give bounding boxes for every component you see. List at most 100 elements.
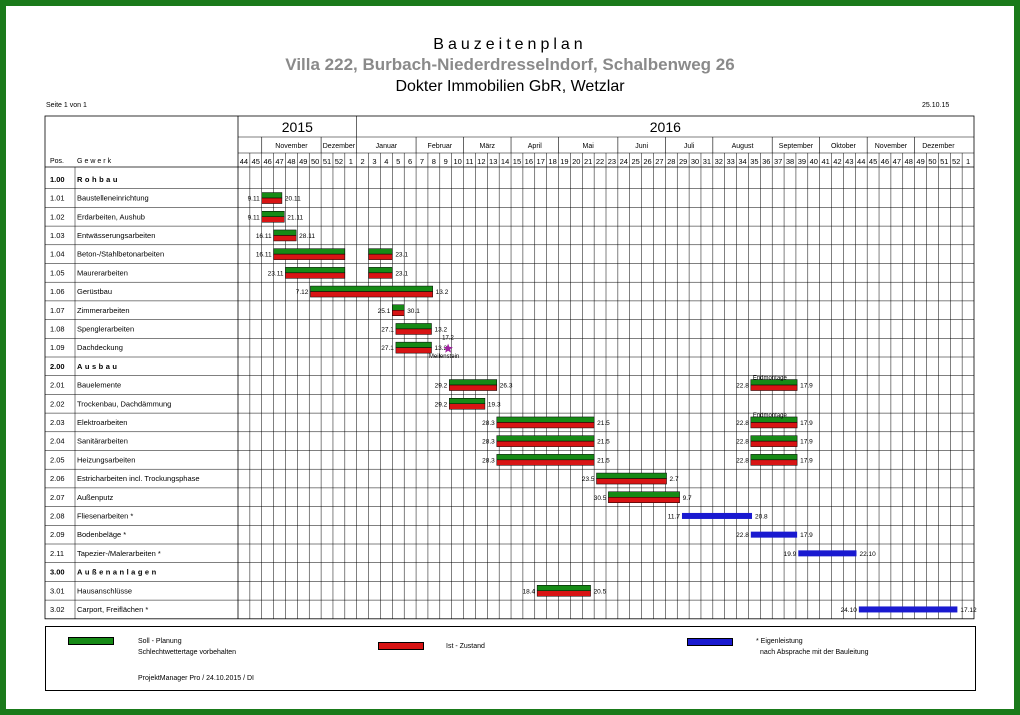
row-pos: 2.08 bbox=[50, 511, 65, 520]
month-label: Mai bbox=[583, 143, 595, 150]
row-pos: 1.02 bbox=[50, 212, 65, 221]
plan-bar bbox=[496, 416, 595, 423]
plan-bar bbox=[496, 435, 595, 442]
start-date-label: 9.11 bbox=[248, 214, 261, 221]
end-date-label: 26.3 bbox=[500, 383, 513, 390]
start-date-label: 22.8 bbox=[736, 439, 749, 446]
row-pos: 3.02 bbox=[50, 605, 65, 614]
end-date-label: 17.12 bbox=[960, 607, 977, 614]
actual-bar bbox=[273, 235, 297, 242]
plan-bar bbox=[496, 454, 595, 461]
actual-bar bbox=[261, 197, 283, 204]
week-label: 30 bbox=[691, 157, 699, 166]
start-date-label: 22.8 bbox=[736, 383, 749, 390]
task-name: Tapezier-/Malerarbeiten * bbox=[77, 549, 161, 558]
row-pos: 2.07 bbox=[50, 493, 65, 502]
week-label: 47 bbox=[275, 157, 283, 166]
week-label: 1 bbox=[349, 157, 353, 166]
month-label: Dezember bbox=[922, 143, 955, 150]
start-date-label: 24.10 bbox=[841, 607, 858, 614]
actual-bar bbox=[449, 403, 486, 410]
start-date-label: 28.3 bbox=[482, 439, 495, 446]
row-pos: 1.04 bbox=[50, 250, 65, 259]
year-label: 2015 bbox=[282, 119, 313, 135]
end-date-label: 23.1 bbox=[395, 252, 408, 259]
plan-bar bbox=[310, 285, 433, 292]
legend-actual-swatch bbox=[378, 642, 424, 650]
month-label: August bbox=[732, 143, 754, 150]
plan-bar bbox=[449, 379, 498, 386]
task-name: Bodenbeläge * bbox=[77, 530, 126, 539]
legend-plan-label: Soll - Planung bbox=[138, 638, 182, 645]
week-label: 42 bbox=[833, 157, 841, 166]
row-pos: 1.03 bbox=[50, 231, 65, 240]
sheet bbox=[6, 6, 1014, 709]
month-label: Februar bbox=[428, 143, 453, 150]
week-label: 27 bbox=[655, 157, 663, 166]
end-date-label: 22.10 bbox=[859, 551, 876, 558]
actual-bar bbox=[750, 384, 798, 391]
plan-bar bbox=[368, 267, 393, 274]
col-header-pos: Pos. bbox=[50, 158, 64, 165]
row-pos: 2.00 bbox=[50, 362, 65, 371]
end-date-label: 21.11 bbox=[287, 214, 303, 221]
month-label: Dezember bbox=[323, 143, 356, 150]
note-label: Endmontage bbox=[753, 413, 788, 419]
own-bar bbox=[681, 512, 753, 519]
row-pos: 1.06 bbox=[50, 287, 65, 296]
row-pos: 2.11 bbox=[50, 549, 64, 558]
legend-footer: ProjektManager Pro / 24.10.2015 / DI bbox=[138, 675, 254, 682]
end-date-label: 17.9 bbox=[800, 383, 813, 390]
task-name: Beton-/Stahlbetonarbeiten bbox=[77, 250, 164, 259]
row-pos: 1.07 bbox=[50, 306, 65, 315]
week-label: 15 bbox=[513, 157, 521, 166]
plan-bar bbox=[261, 211, 285, 217]
note-label: Endmontage bbox=[753, 376, 788, 382]
end-date-label: 21.5 bbox=[597, 439, 610, 446]
week-label: 6 bbox=[408, 157, 412, 166]
legend-own-label: * Eigenleistung bbox=[756, 638, 803, 645]
row-pos: 2.03 bbox=[50, 418, 65, 427]
week-label: 48 bbox=[287, 157, 295, 166]
plan-bar bbox=[285, 267, 346, 274]
task-name: Sanitärarbeiten bbox=[77, 437, 128, 446]
page-label: Seite 1 von 1 bbox=[46, 102, 87, 109]
week-label: 23 bbox=[608, 157, 616, 166]
actual-bar bbox=[285, 272, 346, 279]
week-label: 52 bbox=[952, 157, 960, 166]
plan-bar bbox=[608, 491, 680, 498]
row-pos: 1.01 bbox=[50, 194, 65, 203]
end-date-label: 28.11 bbox=[299, 233, 315, 240]
own-bar bbox=[858, 606, 958, 613]
month-label: April bbox=[528, 143, 542, 150]
plan-bar bbox=[536, 585, 591, 591]
week-label: 7 bbox=[420, 157, 424, 166]
week-label: 31 bbox=[703, 157, 711, 166]
row-pos: 1.00 bbox=[50, 175, 65, 184]
end-date-label: 9.7 bbox=[683, 495, 692, 502]
legend: Soll - Planung Schlechtwettertage vorbeh… bbox=[45, 626, 976, 691]
week-label: 35 bbox=[750, 157, 758, 166]
section-name: Rohbau bbox=[77, 175, 120, 184]
start-date-label: 18.4 bbox=[522, 588, 535, 595]
end-date-label: 2.7 bbox=[670, 476, 679, 483]
task-name: Dachdeckung bbox=[77, 343, 123, 352]
start-date-label: 22.8 bbox=[736, 532, 749, 539]
end-date-label: 17.9 bbox=[800, 457, 813, 464]
start-date-label: 16.11 bbox=[256, 252, 272, 259]
milestone-star bbox=[443, 343, 453, 353]
week-label: 20 bbox=[572, 157, 580, 166]
row-pos: 2.06 bbox=[50, 474, 65, 483]
actual-bar bbox=[536, 590, 591, 597]
week-label: 44 bbox=[240, 157, 248, 166]
chart-frame bbox=[44, 115, 975, 620]
month-label: Juli bbox=[684, 143, 695, 150]
legend-own-sub: nach Absprache mit der Bauleitung bbox=[760, 649, 869, 656]
task-name: Maurerarbeiten bbox=[77, 268, 128, 277]
actual-bar bbox=[368, 253, 393, 260]
end-date-label: 21.5 bbox=[597, 457, 610, 464]
start-date-label: 28.3 bbox=[482, 420, 495, 427]
week-label: 5 bbox=[396, 157, 400, 166]
start-date-label: 7.12 bbox=[296, 289, 309, 296]
